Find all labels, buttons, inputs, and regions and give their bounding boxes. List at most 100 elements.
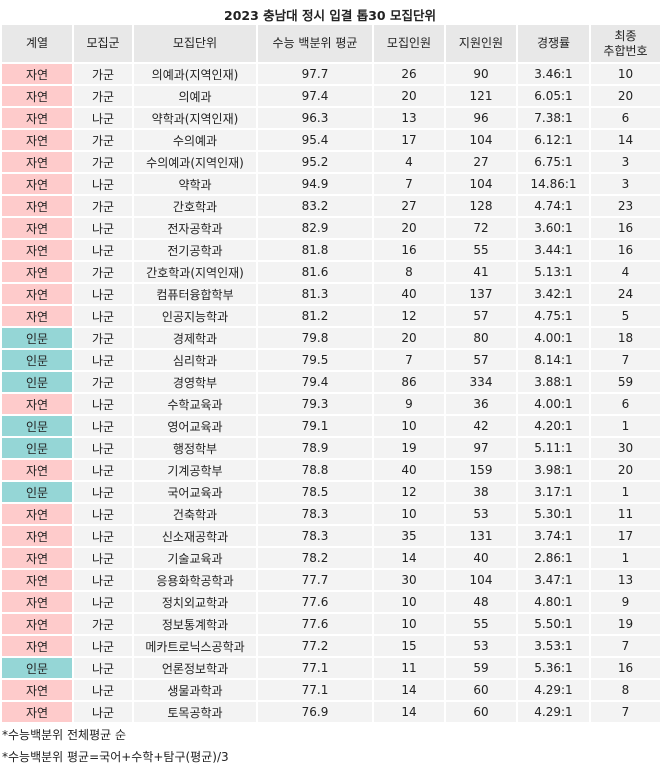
cell-final-waitlist: 14 (589, 128, 660, 152)
cell-competition-rate: 3.47:1 (516, 568, 591, 592)
cell-final-waitlist: 7 (589, 700, 660, 724)
cell-final-waitlist: 9 (589, 590, 660, 614)
cell-competition-rate: 5.50:1 (516, 612, 591, 636)
header-group: 모집군 (72, 23, 134, 64)
cell-final-waitlist: 16 (589, 216, 660, 240)
cell-competition-rate: 3.53:1 (516, 634, 591, 658)
cell-group: 나군 (72, 634, 134, 658)
cell-track: 자연 (0, 62, 74, 86)
cell-track: 자연 (0, 106, 74, 130)
cell-track: 인문 (0, 656, 74, 680)
cell-track: 자연 (0, 260, 74, 284)
cell-track: 자연 (0, 568, 74, 592)
cell-applicants: 121 (444, 84, 518, 108)
cell-score-avg: 79.8 (256, 326, 374, 350)
cell-quota: 11 (372, 656, 446, 680)
table-row: 자연 나군 기술교육과 78.2 14 40 2.86:1 1 (0, 546, 660, 570)
cell-score-avg: 79.5 (256, 348, 374, 372)
cell-group: 나군 (72, 524, 134, 548)
cell-department: 심리학과 (132, 348, 258, 372)
cell-score-avg: 83.2 (256, 194, 374, 218)
cell-competition-rate: 5.13:1 (516, 260, 591, 284)
cell-group: 나군 (72, 436, 134, 460)
cell-competition-rate: 4.00:1 (516, 326, 591, 350)
table-row: 자연 나군 전기공학과 81.8 16 55 3.44:1 16 (0, 238, 660, 262)
header-row: 계열 모집군 모집단위 수능 백분위 평균 모집인원 지원인원 경쟁률 최종 추합번호 (0, 23, 660, 64)
cell-department: 국어교육과 (132, 480, 258, 504)
cell-applicants: 104 (444, 568, 518, 592)
cell-final-waitlist: 17 (589, 524, 660, 548)
cell-final-waitlist: 18 (589, 326, 660, 350)
table-row: 자연 나군 컴퓨터융합학부 81.3 40 137 3.42:1 24 (0, 282, 660, 306)
table-row: 자연 나군 수학교육과 79.3 9 36 4.00:1 6 (0, 392, 660, 416)
cell-score-avg: 78.9 (256, 436, 374, 460)
cell-department: 약학과(지역인재) (132, 106, 258, 130)
cell-competition-rate: 14.86:1 (516, 172, 591, 196)
cell-group: 가군 (72, 194, 134, 218)
table-row: 인문 가군 경제학과 79.8 20 80 4.00:1 18 (0, 326, 660, 350)
cell-competition-rate: 6.75:1 (516, 150, 591, 174)
cell-quota: 19 (372, 436, 446, 460)
cell-quota: 86 (372, 370, 446, 394)
cell-track: 자연 (0, 304, 74, 328)
cell-competition-rate: 4.29:1 (516, 678, 591, 702)
cell-group: 나군 (72, 106, 134, 130)
cell-department: 행정학부 (132, 436, 258, 460)
cell-applicants: 27 (444, 150, 518, 174)
cell-applicants: 131 (444, 524, 518, 548)
cell-group: 가군 (72, 612, 134, 636)
cell-competition-rate: 7.38:1 (516, 106, 591, 130)
cell-group: 가군 (72, 260, 134, 284)
cell-applicants: 48 (444, 590, 518, 614)
cell-competition-rate: 3.74:1 (516, 524, 591, 548)
cell-score-avg: 77.7 (256, 568, 374, 592)
cell-group: 나군 (72, 678, 134, 702)
cell-quota: 17 (372, 128, 446, 152)
cell-applicants: 80 (444, 326, 518, 350)
cell-applicants: 59 (444, 656, 518, 680)
cell-quota: 15 (372, 634, 446, 658)
cell-quota: 30 (372, 568, 446, 592)
cell-applicants: 40 (444, 546, 518, 570)
cell-track: 자연 (0, 678, 74, 702)
cell-score-avg: 77.6 (256, 590, 374, 614)
table-row: 자연 나군 정치외교학과 77.6 10 48 4.80:1 9 (0, 590, 660, 614)
cell-score-avg: 77.1 (256, 678, 374, 702)
cell-score-avg: 82.9 (256, 216, 374, 240)
cell-final-waitlist: 8 (589, 678, 660, 702)
cell-final-waitlist: 1 (589, 546, 660, 570)
cell-competition-rate: 5.36:1 (516, 656, 591, 680)
cell-quota: 16 (372, 238, 446, 262)
cell-track: 자연 (0, 216, 74, 240)
cell-department: 응용화학공학과 (132, 568, 258, 592)
cell-competition-rate: 5.30:1 (516, 502, 591, 526)
cell-quota: 12 (372, 480, 446, 504)
cell-group: 가군 (72, 62, 134, 86)
table-row: 자연 가군 간호학과(지역인재) 81.6 8 41 5.13:1 4 (0, 260, 660, 284)
cell-score-avg: 96.3 (256, 106, 374, 130)
cell-competition-rate: 4.00:1 (516, 392, 591, 416)
cell-department: 경영학부 (132, 370, 258, 394)
cell-department: 수의예과 (132, 128, 258, 152)
cell-competition-rate: 4.80:1 (516, 590, 591, 614)
cell-track: 자연 (0, 150, 74, 174)
cell-track: 자연 (0, 502, 74, 526)
cell-score-avg: 97.4 (256, 84, 374, 108)
cell-final-waitlist: 16 (589, 238, 660, 262)
cell-department: 정치외교학과 (132, 590, 258, 614)
header-applicants: 지원인원 (444, 23, 518, 64)
cell-applicants: 55 (444, 238, 518, 262)
cell-applicants: 128 (444, 194, 518, 218)
cell-score-avg: 78.2 (256, 546, 374, 570)
cell-group: 가군 (72, 370, 134, 394)
cell-quota: 14 (372, 546, 446, 570)
cell-final-waitlist: 20 (589, 84, 660, 108)
cell-score-avg: 79.1 (256, 414, 374, 438)
cell-score-avg: 78.8 (256, 458, 374, 482)
cell-quota: 20 (372, 216, 446, 240)
cell-quota: 40 (372, 458, 446, 482)
cell-track: 자연 (0, 590, 74, 614)
cell-final-waitlist: 20 (589, 458, 660, 482)
table-row: 인문 나군 영어교육과 79.1 10 42 4.20:1 1 (0, 414, 660, 438)
cell-competition-rate: 8.14:1 (516, 348, 591, 372)
